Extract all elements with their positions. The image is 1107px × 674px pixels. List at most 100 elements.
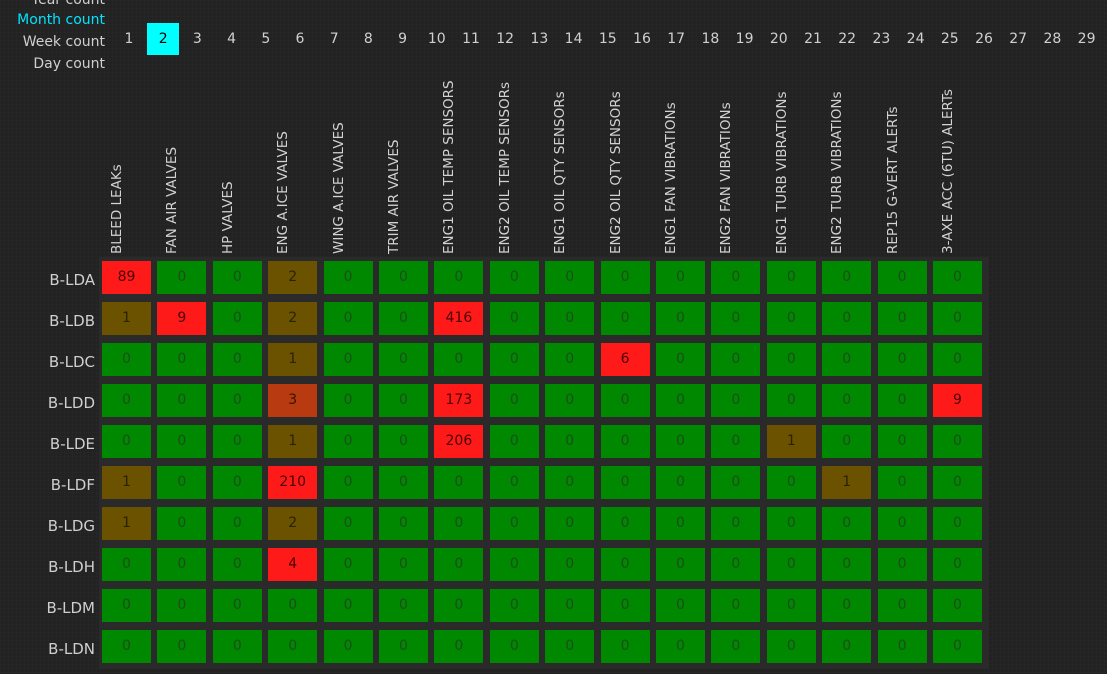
grid-cell[interactable]: 0 bbox=[600, 302, 650, 335]
grid-cell[interactable]: 0 bbox=[600, 589, 650, 622]
grid-cell[interactable]: 0 bbox=[157, 261, 207, 294]
grid-cell[interactable]: 0 bbox=[933, 630, 982, 663]
grid-cell[interactable]: 0 bbox=[212, 384, 262, 417]
grid-cell[interactable]: 9 bbox=[157, 302, 207, 335]
grid-cell[interactable]: 0 bbox=[711, 548, 761, 581]
number-8[interactable]: 8 bbox=[363, 31, 373, 47]
grid-cell[interactable]: 0 bbox=[379, 302, 428, 335]
grid-cell[interactable]: 0 bbox=[545, 466, 595, 499]
number-28[interactable]: 28 bbox=[1043, 31, 1062, 47]
grid-cell[interactable]: 1 bbox=[102, 466, 151, 499]
number-5[interactable]: 5 bbox=[261, 31, 271, 47]
grid-cell[interactable]: 0 bbox=[877, 261, 927, 294]
grid-cell[interactable]: 0 bbox=[877, 302, 927, 335]
grid-cell[interactable]: 0 bbox=[102, 589, 151, 622]
number-6[interactable]: 6 bbox=[295, 31, 305, 47]
grid-cell[interactable]: 0 bbox=[822, 302, 872, 335]
number-19[interactable]: 19 bbox=[735, 31, 754, 47]
period-week[interactable]: Week count bbox=[22, 34, 105, 50]
grid-cell[interactable]: 0 bbox=[379, 507, 428, 540]
grid-cell[interactable]: 0 bbox=[933, 261, 982, 294]
grid-cell[interactable]: 0 bbox=[102, 425, 151, 458]
number-20[interactable]: 20 bbox=[769, 31, 788, 47]
grid-cell[interactable]: 0 bbox=[212, 302, 262, 335]
grid-cell[interactable]: 0 bbox=[766, 589, 816, 622]
number-21[interactable]: 21 bbox=[804, 31, 822, 47]
grid-cell[interactable]: 0 bbox=[766, 343, 816, 376]
grid-cell[interactable]: 0 bbox=[822, 261, 872, 294]
grid-cell[interactable]: 2 bbox=[268, 302, 318, 335]
number-10[interactable]: 10 bbox=[427, 31, 446, 47]
grid-cell[interactable]: 0 bbox=[434, 261, 484, 294]
number-4[interactable]: 4 bbox=[227, 31, 237, 47]
grid-cell[interactable]: 0 bbox=[877, 425, 927, 458]
grid-cell[interactable]: 0 bbox=[268, 589, 318, 622]
grid-cell[interactable]: 0 bbox=[212, 343, 262, 376]
grid-cell[interactable]: 0 bbox=[933, 548, 982, 581]
grid-cell[interactable]: 0 bbox=[323, 589, 373, 622]
grid-cell[interactable]: 0 bbox=[933, 302, 982, 335]
grid-cell[interactable]: 0 bbox=[656, 548, 705, 581]
grid-cell[interactable]: 0 bbox=[212, 425, 262, 458]
grid-cell[interactable]: 0 bbox=[212, 548, 262, 581]
period-day[interactable]: Day count bbox=[33, 56, 105, 72]
grid-cell[interactable]: 0 bbox=[600, 425, 650, 458]
grid-cell[interactable]: 0 bbox=[489, 548, 539, 581]
grid-cell[interactable]: 0 bbox=[489, 507, 539, 540]
grid-cell[interactable]: 0 bbox=[323, 302, 373, 335]
grid-cell[interactable]: 0 bbox=[877, 343, 927, 376]
grid-cell[interactable]: 0 bbox=[434, 548, 484, 581]
grid-cell[interactable]: 0 bbox=[379, 466, 428, 499]
grid-cell[interactable]: 0 bbox=[489, 466, 539, 499]
grid-cell[interactable]: 0 bbox=[434, 466, 484, 499]
number-9[interactable]: 9 bbox=[398, 31, 408, 47]
grid-cell[interactable]: 0 bbox=[711, 384, 761, 417]
grid-cell[interactable]: 0 bbox=[323, 630, 373, 663]
grid-cell[interactable]: 0 bbox=[489, 302, 539, 335]
grid-cell[interactable]: 0 bbox=[157, 630, 207, 663]
grid-cell[interactable]: 0 bbox=[545, 589, 595, 622]
grid-cell[interactable]: 0 bbox=[489, 425, 539, 458]
grid-cell[interactable]: 0 bbox=[545, 507, 595, 540]
grid-cell[interactable]: 0 bbox=[933, 507, 982, 540]
grid-cell[interactable]: 0 bbox=[102, 343, 151, 376]
grid-cell[interactable]: 0 bbox=[102, 630, 151, 663]
grid-cell[interactable]: 0 bbox=[434, 343, 484, 376]
number-23[interactable]: 23 bbox=[872, 31, 891, 47]
grid-cell[interactable]: 0 bbox=[545, 425, 595, 458]
grid-cell[interactable]: 0 bbox=[877, 548, 927, 581]
grid-cell[interactable]: 0 bbox=[822, 384, 872, 417]
grid-cell[interactable]: 0 bbox=[212, 507, 262, 540]
grid-cell[interactable]: 0 bbox=[323, 384, 373, 417]
number-15[interactable]: 15 bbox=[598, 31, 617, 47]
grid-cell[interactable]: 3 bbox=[268, 384, 318, 417]
grid-cell[interactable]: 0 bbox=[379, 630, 428, 663]
grid-cell[interactable]: 1 bbox=[102, 302, 151, 335]
grid-cell[interactable]: 1 bbox=[268, 425, 318, 458]
grid-cell[interactable]: 0 bbox=[656, 466, 705, 499]
grid-cell[interactable]: 0 bbox=[157, 425, 207, 458]
grid-cell[interactable]: 0 bbox=[656, 343, 705, 376]
grid-cell[interactable]: 0 bbox=[711, 466, 761, 499]
grid-cell[interactable]: 0 bbox=[157, 466, 207, 499]
grid-cell[interactable]: 6 bbox=[600, 343, 650, 376]
grid-cell[interactable]: 0 bbox=[323, 261, 373, 294]
grid-cell[interactable]: 0 bbox=[766, 302, 816, 335]
grid-cell[interactable]: 0 bbox=[656, 261, 705, 294]
grid-cell[interactable]: 0 bbox=[489, 589, 539, 622]
grid-cell[interactable]: 0 bbox=[656, 507, 705, 540]
grid-cell[interactable]: 0 bbox=[323, 548, 373, 581]
grid-cell[interactable]: 0 bbox=[656, 589, 705, 622]
grid-cell[interactable]: 0 bbox=[545, 548, 595, 581]
grid-cell[interactable]: 0 bbox=[822, 507, 872, 540]
grid-cell[interactable]: 0 bbox=[323, 466, 373, 499]
grid-cell[interactable]: 2 bbox=[268, 261, 318, 294]
grid-cell[interactable]: 416 bbox=[434, 302, 484, 335]
grid-cell[interactable]: 0 bbox=[157, 343, 207, 376]
grid-cell[interactable]: 0 bbox=[545, 384, 595, 417]
number-17[interactable]: 17 bbox=[667, 31, 686, 47]
number-29[interactable]: 29 bbox=[1077, 31, 1096, 47]
grid-cell[interactable]: 210 bbox=[268, 466, 318, 499]
grid-cell[interactable]: 0 bbox=[600, 507, 650, 540]
grid-cell[interactable]: 0 bbox=[434, 630, 484, 663]
